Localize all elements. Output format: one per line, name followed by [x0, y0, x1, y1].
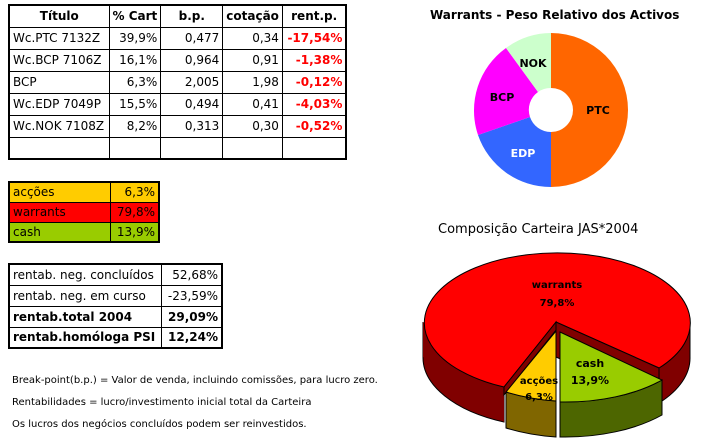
returns-table: rentab. neg. concluídos 52,68% rentab. n…: [8, 263, 223, 349]
table-row-empty: [8, 136, 347, 160]
allocation-label[interactable]: cash: [8, 221, 111, 243]
pie3d-value-warrants: 79,8%: [540, 298, 575, 309]
cell-bp[interactable]: 0,964: [160, 48, 224, 72]
donut-label-bcp: BCP: [490, 91, 515, 104]
pie3d-value-cash: 13,9%: [571, 374, 609, 387]
returns-value[interactable]: 12,24%: [160, 326, 223, 349]
pie3d-chart: warrants 79,8% cash 13,9% acções 6,3%: [422, 252, 691, 438]
cell-cotacao[interactable]: 0,91: [222, 48, 283, 72]
allocation-value[interactable]: 13,9%: [109, 221, 160, 243]
pie3d-value-accoes: 6,3%: [525, 392, 553, 403]
returns-label[interactable]: rentab. neg. concluídos: [8, 263, 162, 286]
header-bp: b.p.: [160, 4, 224, 28]
pie3d-slice-accoes[interactable]: [505, 329, 557, 402]
donut-chart: PTC EDP BCP NOK: [473, 33, 628, 188]
holdings-table: Título % Cart b.p. cotação rent.p. Wc.PT…: [8, 4, 348, 160]
table-row: BCP 6,3% 2,005 1,98 -0,12%: [8, 70, 347, 94]
pie3d-label-cash: cash: [576, 357, 604, 370]
allocation-value[interactable]: 6,3%: [109, 181, 160, 203]
allocation-label[interactable]: acções: [8, 181, 111, 203]
note-breakpoint: Break-point(b.p.) = Valor de venda, incl…: [12, 375, 378, 386]
table-row: Wc.NOK 7108Z 8,2% 0,313 0,30 -0,52%: [8, 114, 347, 138]
header-rent: rent.p.: [281, 4, 347, 28]
donut-slice-edp[interactable]: [478, 117, 551, 188]
allocation-value[interactable]: 79,8%: [109, 201, 160, 223]
note-rentabilidades: Rentabilidades = lucro/investimento inic…: [12, 397, 312, 408]
donut-slice-ptc[interactable]: [551, 33, 628, 187]
returns-label[interactable]: rentab.total 2004: [8, 305, 162, 328]
note-lucros: Os lucros dos negócios concluídos podem …: [12, 419, 307, 430]
cell-titulo[interactable]: Wc.NOK 7108Z: [8, 114, 110, 138]
cell-bp[interactable]: [160, 136, 224, 160]
pie3d-slice-warrants[interactable]: [423, 252, 691, 388]
table-row: Wc.PTC 7132Z 39,9% 0,477 0,34 -17,54%: [8, 26, 347, 50]
donut-label-nok: NOK: [519, 57, 547, 70]
pie3d-label-accoes: acções: [520, 376, 558, 387]
cell-rent[interactable]: -17,54%: [281, 26, 347, 50]
allocation-row-accoes: acções 6,3%: [8, 181, 160, 203]
cell-rent[interactable]: -1,38%: [281, 48, 347, 72]
returns-row-psi: rentab.homóloga PSI 12,24%: [8, 326, 223, 349]
header-cart: % Cart: [108, 4, 162, 28]
donut-slice-bcp[interactable]: [473, 48, 538, 135]
returns-value[interactable]: -23,59%: [160, 284, 223, 307]
cell-rent[interactable]: -4,03%: [281, 92, 347, 116]
allocation-row-warrants: warrants 79,8%: [8, 201, 160, 223]
cell-titulo[interactable]: Wc.PTC 7132Z: [8, 26, 110, 50]
table-row: Wc.EDP 7049P 15,5% 0,494 0,41 -4,03%: [8, 92, 347, 116]
cell-titulo[interactable]: [8, 136, 110, 160]
donut-chart-title: Warrants - Peso Relativo dos Activos: [430, 8, 680, 22]
cell-titulo[interactable]: Wc.BCP 7106Z: [8, 48, 110, 72]
allocation-row-cash: cash 13,9%: [8, 221, 160, 243]
pie3d-warrants-cut2: [503, 320, 557, 397]
donut-label-ptc: PTC: [586, 104, 610, 117]
donut-label-edp: EDP: [511, 147, 536, 160]
table-row: Wc.BCP 7106Z 16,1% 0,964 0,91 -1,38%: [8, 48, 347, 72]
pie3d-slice-cash[interactable]: [559, 331, 664, 403]
cell-bp[interactable]: 0,313: [160, 114, 224, 138]
table-header-row: Título % Cart b.p. cotação rent.p.: [8, 4, 347, 28]
cell-bp[interactable]: 0,494: [160, 92, 224, 116]
returns-row: rentab. neg. em curso -23,59%: [8, 284, 223, 307]
returns-value[interactable]: 29,09%: [160, 305, 223, 328]
returns-row-total: rentab.total 2004 29,09%: [8, 305, 223, 328]
allocation-table: acções 6,3% warrants 79,8% cash 13,9%: [8, 181, 160, 243]
pie3d-label-warrants: warrants: [532, 280, 582, 291]
pie3d-chart-title: Composição Carteira JAS*2004: [438, 222, 639, 237]
cell-rent[interactable]: [281, 136, 347, 160]
donut-slice-nok[interactable]: [506, 33, 551, 92]
cell-bp[interactable]: 2,005: [160, 70, 224, 94]
